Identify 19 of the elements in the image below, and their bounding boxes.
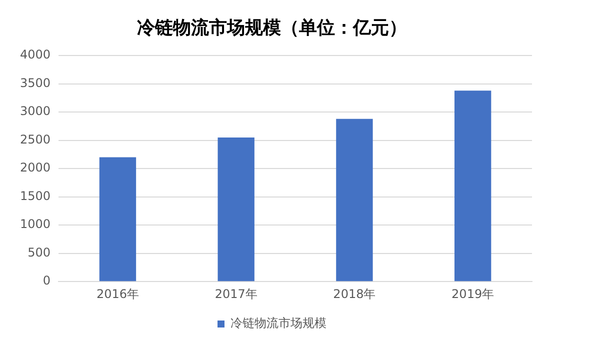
legend-label: 冷链物流市场规模 — [230, 316, 326, 330]
y-tick-label: 1500 — [20, 188, 51, 203]
y-tick-label: 2500 — [20, 132, 51, 146]
x-tick-label: 2019年 — [452, 286, 494, 301]
y-tick-label: 4000 — [20, 48, 51, 62]
y-tick-label: 500 — [28, 245, 51, 260]
y-tick-label: 2000 — [20, 160, 51, 175]
y-tick-label: 1000 — [20, 217, 51, 232]
x-tick-label: 2018年 — [333, 286, 376, 301]
y-tick-label: 3000 — [20, 104, 51, 118]
bar — [454, 90, 492, 282]
y-tick-label: 0 — [42, 274, 51, 288]
y-tick-label: 3500 — [20, 76, 51, 90]
chart-title: 冷链物流市场规模（单位：亿元） — [137, 17, 407, 38]
x-tick-label: 2017年 — [214, 286, 258, 301]
bar — [218, 138, 254, 282]
bar — [336, 118, 373, 282]
x-tick-label: 2016年 — [96, 286, 139, 301]
bar — [99, 157, 136, 282]
